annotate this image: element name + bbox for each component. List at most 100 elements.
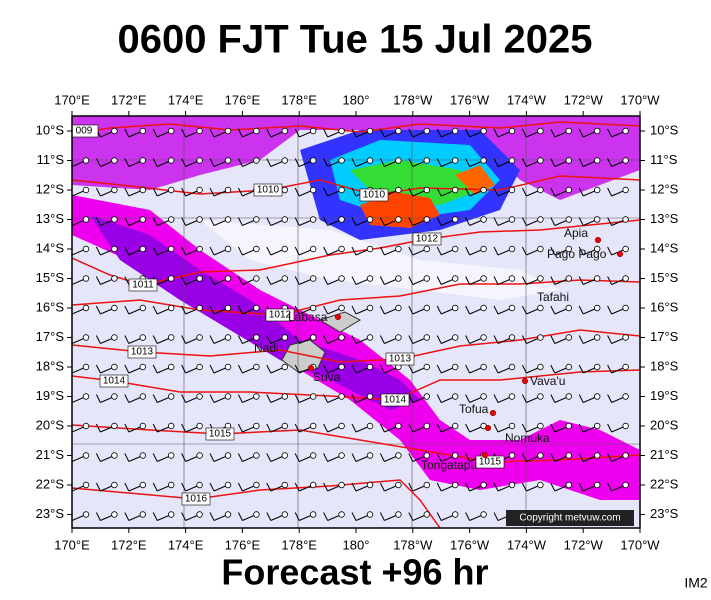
barb-feather [152,482,158,492]
place-dot [334,313,342,321]
barb-station [452,363,459,371]
barb-feather [181,364,187,374]
barb-station [423,511,430,518]
barb-feather [465,305,471,315]
barb-station [139,304,146,312]
barb-station [480,304,487,312]
barb-feather [493,423,499,433]
barb-station [224,186,232,194]
barb-station [224,393,232,400]
isobar-label: 1015 [479,457,502,468]
barb-station [395,245,402,253]
barb-station [224,511,232,518]
lon-label-bottom: 172°W [564,537,604,552]
barb-feather [521,335,527,344]
lat-label-right: 20°S [650,417,679,432]
barb-station [167,216,175,223]
barb-station [310,334,317,341]
barb-station [622,127,629,135]
barb-feather [294,364,300,374]
isobar-label: 1013 [131,347,154,358]
barb-feather [521,128,527,138]
barb-feather [436,453,442,462]
barb-feather [351,276,357,285]
barb-feather [578,335,584,344]
barb-station [565,363,572,371]
barb-station [253,511,260,518]
barb-feather [294,276,300,285]
barb-station [139,216,146,223]
barb-feather [465,246,471,256]
barb-feather [209,335,215,344]
lat-label-left: 15°S [36,270,65,285]
barb-feather [465,335,471,344]
barb-feather [152,453,158,462]
barb-station [167,452,175,459]
barb-station [224,216,232,223]
barb-feather [379,217,385,226]
barb-station [111,245,118,253]
barb-station [565,127,572,135]
barb-station [111,304,118,312]
barb-station [508,393,516,400]
barb-feather [436,423,442,433]
lon-label-top: 176°E [225,92,261,107]
isobar [72,279,640,316]
barb-feather [237,423,243,433]
barb-station [622,422,629,430]
barb-feather [237,335,243,344]
barb-feather [436,187,442,197]
barb-feather [294,335,300,344]
isobar-label: 1014 [103,376,126,387]
barb-feather [578,158,584,167]
barb-station [366,511,374,518]
barb-station [537,481,544,489]
barb-station [537,157,544,164]
barb-station [508,127,516,135]
lon-label-bottom: 170°E [54,537,90,552]
barb-station [423,186,430,194]
barb-feather [578,246,584,256]
barb-station [452,422,459,430]
isobar-label: 1012 [269,310,292,321]
lon-label-bottom: 180° [343,537,370,552]
place-dot [484,424,492,432]
barb-station [452,304,459,312]
barb-station [565,216,572,223]
place-name: Labasa [288,310,328,324]
barb-station [594,452,601,459]
barb-station [82,304,90,312]
barb-feather [351,158,357,167]
barb-station [565,452,572,459]
barb-station [622,216,629,223]
barb-feather [436,482,442,492]
barb-feather [351,217,357,226]
barb-feather [578,128,584,138]
barb-station [537,334,544,341]
barb-station [395,275,402,282]
barb-station [537,186,544,194]
barb-station [537,363,544,371]
barb-station [452,393,459,400]
barb-station [196,334,203,341]
barb-feather [436,246,442,256]
barb-feather [95,364,101,374]
barb-feather [266,335,272,344]
barb-station [594,363,601,371]
isobar [72,479,441,528]
isobar-label-box [385,352,415,366]
barb-station [281,511,288,518]
barb-station [366,275,374,282]
barb-feather [124,423,130,433]
isobar-label: 1012 [416,234,439,245]
lon-label-top: 178°W [393,92,433,107]
lat-label-left: 21°S [36,447,65,462]
barb-station [594,127,601,135]
barb-feather [181,453,187,462]
barb-feather [436,305,442,315]
barb-station [480,511,487,518]
barb-feather [294,394,300,403]
barb-station [253,422,260,430]
barb-feather [209,187,215,197]
